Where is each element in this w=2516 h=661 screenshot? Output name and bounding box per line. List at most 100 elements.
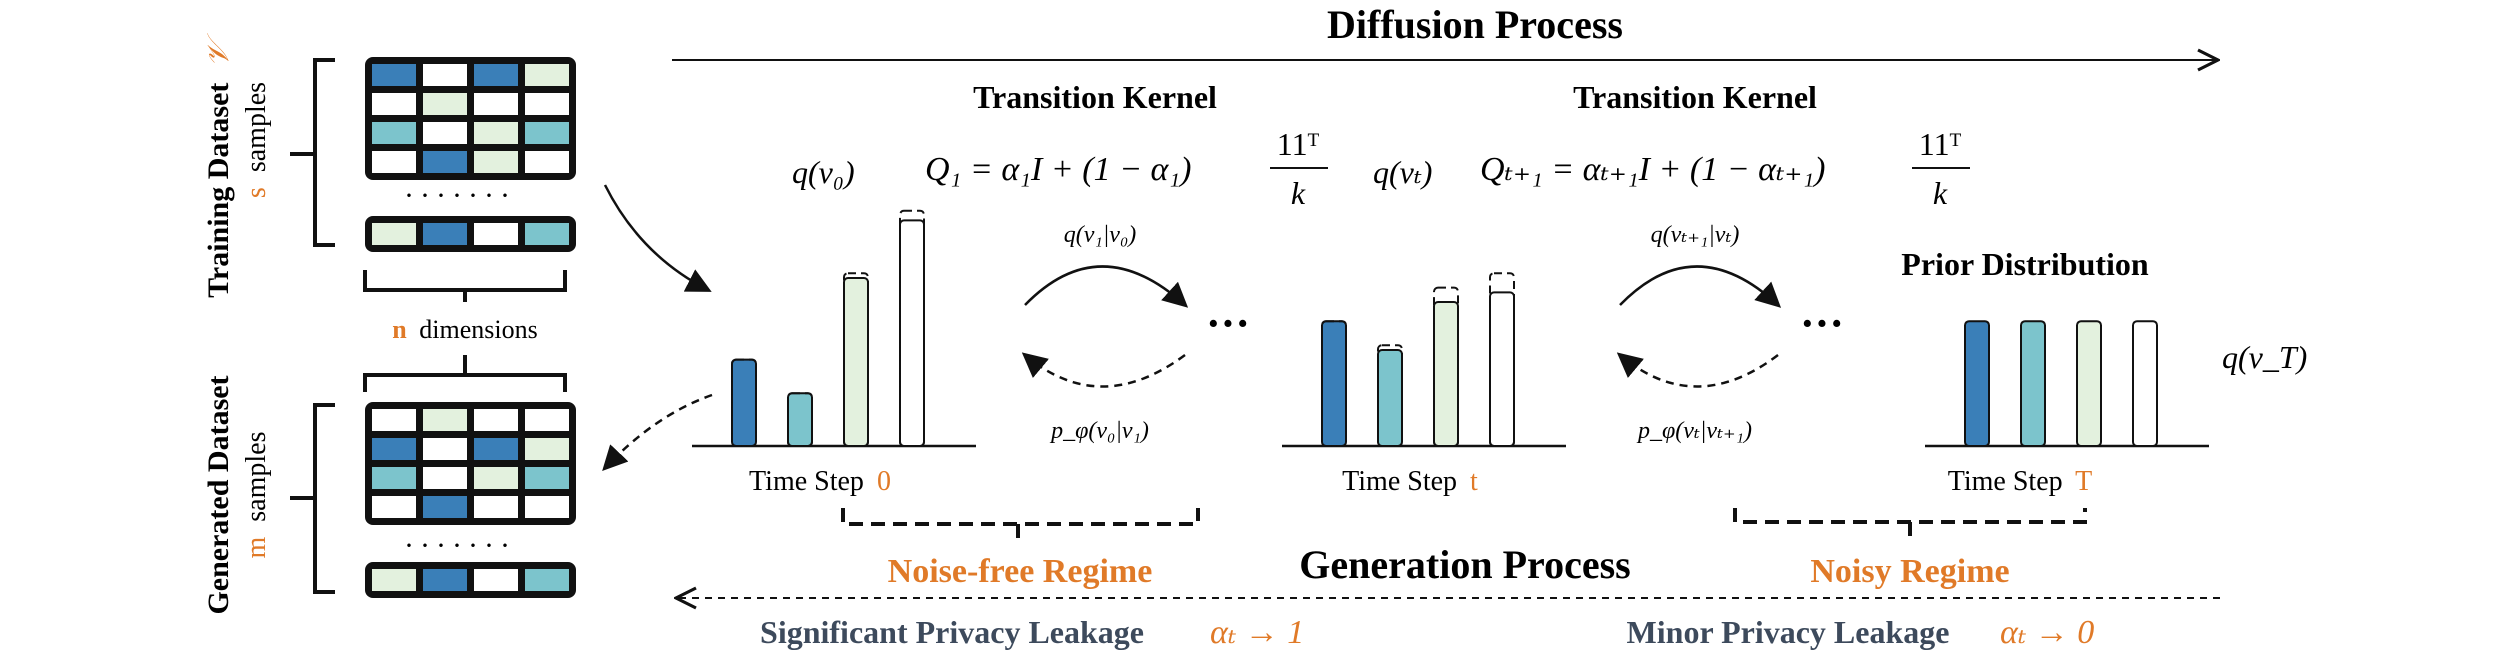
noise-free-regime: Noise-free Regime (888, 553, 1153, 590)
training-grid-cell (423, 93, 467, 115)
generated-samples-var: m (241, 537, 272, 559)
time-step-t-word: Time Step (1342, 466, 1457, 497)
reverse1-arrow (1021, 352, 1186, 388)
step0-bar (787, 392, 813, 448)
generated-grid-cell (372, 467, 416, 489)
forward2-arrow (1619, 265, 1782, 308)
reverse2-label: p_φ(vₜ|vₜ₊₁) (1636, 418, 1752, 444)
diffusion-header: Diffusion Process Transition Kernel Q₁ =… (672, 2, 2307, 375)
training-last-cell (525, 223, 569, 245)
generated-grid-cell (423, 467, 467, 489)
step-t-bar (1433, 301, 1459, 447)
kernel2-frac-den: k (1933, 175, 1948, 211)
time-step-T-label: Time Step T (1948, 466, 2093, 497)
reverse1-label: p_φ(v₀|v₁) (1049, 418, 1149, 444)
step-t-bar-outline (1377, 344, 1403, 448)
kernel1-formula: Q₁ = α₁I + (1 − α₁) (925, 151, 1192, 188)
training-grid-cell (372, 64, 416, 86)
minor-alpha: αₜ → 0 (2000, 614, 2094, 651)
training-ellipsis: ······· (404, 179, 516, 212)
training-grid-cell (525, 64, 569, 86)
prior-bar (2132, 320, 2158, 448)
training-grid-cell (474, 93, 518, 115)
generated-grid-cell (423, 409, 467, 431)
step-t-bar-outline (1489, 272, 1515, 448)
training-samples-word: samples (241, 82, 272, 172)
step0-bar-outline (843, 272, 869, 448)
dimensions-label: n dimensions (392, 315, 537, 344)
generated-grid-cell (525, 438, 569, 460)
kernel1-title: Transition Kernel (973, 79, 1217, 115)
prior-bar (2020, 320, 2046, 448)
training-last-cell (474, 223, 518, 245)
dots-1: ··· (1206, 299, 1250, 348)
step-t-bar-outline (1321, 320, 1347, 448)
training-grid (365, 57, 576, 180)
training-last-cell (372, 223, 416, 245)
kernel2-frac-num: 11ᵀ (1919, 126, 1962, 162)
time-step-t-value: t (1470, 466, 1478, 497)
generated-last-cell (372, 569, 416, 591)
histogram-prior (1925, 320, 2209, 448)
forward1-arrow (1024, 265, 1189, 308)
generated-grid-cell (474, 409, 518, 431)
generated-grid-cell (474, 496, 518, 518)
training-samples-label: s samples (241, 82, 272, 198)
training-dataset-label: Training Dataset 𝒱 (202, 33, 235, 298)
step0-bar (899, 219, 925, 447)
generated-grid-cell (474, 467, 518, 489)
step0-bar-outline (731, 358, 757, 448)
prior-bar (1964, 320, 1990, 448)
generated-grid-frame (365, 402, 576, 525)
generated-grid-cell (525, 409, 569, 431)
generated-last-cell (423, 569, 467, 591)
generated-grid (365, 402, 576, 525)
step0-bar (843, 277, 869, 447)
kernel1-frac-num: 11ᵀ (1277, 126, 1320, 162)
training-grid-cell (474, 151, 518, 173)
generated-title: Generated Dataset (202, 375, 235, 614)
step0-bar-outline (787, 392, 813, 448)
training-last-frame (365, 216, 576, 252)
kernel2-title: Transition Kernel (1573, 79, 1817, 115)
noise-free-brace (841, 508, 1200, 540)
generated-bracket (290, 403, 335, 594)
forward2-label: q(vₜ₊₁|vₜ) (1651, 222, 1740, 248)
generated-grid-cell (474, 438, 518, 460)
training-grid-cell (372, 93, 416, 115)
dimensions-var: n (392, 315, 407, 344)
training-grid-cell (372, 122, 416, 144)
histogram-step-t (1282, 272, 1566, 448)
reverse2-arrow (1616, 352, 1779, 388)
q-v0-label: q(v₀) (792, 154, 855, 190)
training-grid-cell (423, 122, 467, 144)
training-grid-cell (525, 93, 569, 115)
generated-samples-word: samples (241, 432, 272, 522)
generation-footer: Noise-free Regime Generation Process Noi… (676, 508, 2220, 651)
generated-last-cell (474, 569, 518, 591)
step0-to-generated-arrow (602, 393, 713, 472)
training-title: Training Dataset (202, 83, 235, 298)
generation-title: Generation Process (1299, 542, 1630, 587)
dimensions-bracket-bottom (363, 355, 567, 392)
minor-leakage-label: Minor Privacy Leakage (1627, 614, 1950, 650)
training-bracket (290, 58, 335, 247)
dimensions-word: dimensions (419, 315, 537, 344)
generated-samples-label: m samples (241, 432, 272, 559)
time-step-labels: Time Step 0 Time Step t Time Step T (749, 466, 2092, 497)
histogram-step0 (692, 209, 976, 448)
generated-grid-cell (525, 496, 569, 518)
training-grid-cell (372, 151, 416, 173)
diffusion-title: Diffusion Process (1327, 2, 1623, 47)
time-step-0-value: 0 (877, 466, 891, 497)
step-t-bar (1321, 320, 1347, 448)
training-grid-cell (474, 122, 518, 144)
step0-bar (731, 358, 757, 448)
step-t-bar (1489, 291, 1515, 447)
time-step-0-word: Time Step (749, 466, 864, 497)
time-step-T-value: T (2075, 466, 2092, 497)
noisy-brace (1733, 508, 2087, 540)
significant-alpha: αₜ → 1 (1210, 614, 1304, 651)
